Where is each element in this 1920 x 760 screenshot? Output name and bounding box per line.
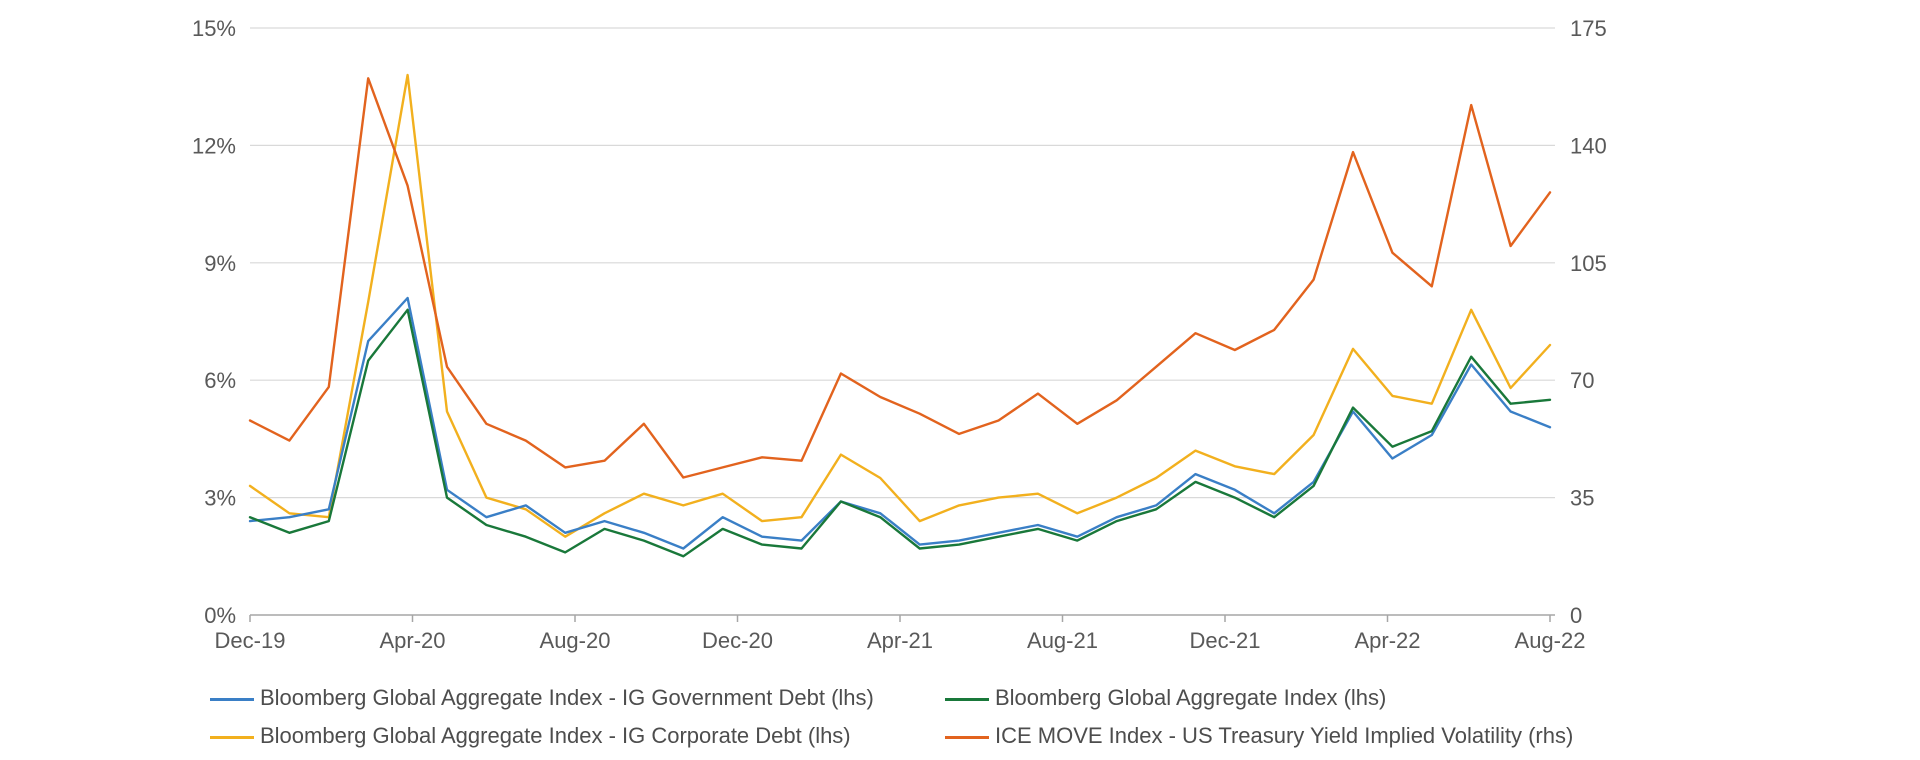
- x-tick-label: Apr-21: [867, 628, 933, 653]
- legend-item-ig-government: Bloomberg Global Aggregate Index - IG Go…: [210, 683, 874, 713]
- legend-swatch: [210, 735, 254, 739]
- y-left-tick-label: 3%: [204, 486, 236, 511]
- legend-label: Bloomberg Global Aggregate Index (lhs): [995, 685, 1387, 710]
- series-line-0: [248, 296, 1552, 550]
- legend-item-ig-corporate: Bloomberg Global Aggregate Index - IG Co…: [210, 721, 851, 751]
- gridlines: [250, 27, 1555, 499]
- series-line-3: [248, 77, 1552, 479]
- y-right-tick-label: 0: [1570, 603, 1582, 628]
- x-tick-label: Apr-20: [379, 628, 445, 653]
- legend-swatch: [945, 697, 989, 701]
- x-tick-label: Aug-20: [540, 628, 611, 653]
- legend-swatch: [945, 735, 989, 739]
- series-line-1: [248, 308, 1552, 558]
- legend-label: ICE MOVE Index - US Treasury Yield Impli…: [995, 723, 1574, 748]
- y-right-tick-label: 105: [1570, 251, 1607, 276]
- y-left-tick-label: 9%: [204, 251, 236, 276]
- y-left-tick-label: 6%: [204, 368, 236, 393]
- y-right-tick-label: 175: [1570, 16, 1607, 41]
- x-tick-label: Dec-19: [215, 628, 286, 653]
- legend-label: Bloomberg Global Aggregate Index - IG Go…: [260, 685, 874, 710]
- series-line-2: [248, 73, 1552, 538]
- y-left-tick-label: 0%: [204, 603, 236, 628]
- y-right-tick-label: 70: [1570, 368, 1594, 393]
- y-right-tick-label: 140: [1570, 133, 1607, 158]
- legend-swatch: [210, 697, 254, 701]
- x-tick-label: Aug-22: [1515, 628, 1586, 653]
- legend-item-global-aggregate: Bloomberg Global Aggregate Index (lhs): [945, 683, 1386, 713]
- y-right-tick-label: 35: [1570, 486, 1594, 511]
- x-tick-label: Dec-20: [702, 628, 773, 653]
- y-left-tick-label: 12%: [192, 133, 236, 158]
- axes: 0% 0 3% 35 6% 70 9% 105 12% 140 15% 175 Dec-19 Apr-20…: [192, 16, 1607, 653]
- x-tick-label: Apr-22: [1354, 628, 1420, 653]
- x-tick-label: Aug-21: [1027, 628, 1098, 653]
- series-lines: [248, 73, 1552, 558]
- legend-label: Bloomberg Global Aggregate Index - IG Co…: [260, 723, 851, 748]
- y-left-tick-label: 15%: [192, 16, 236, 41]
- x-tick-label: Dec-21: [1190, 628, 1261, 653]
- legend-item-ice-move: ICE MOVE Index - US Treasury Yield Impli…: [945, 721, 1573, 751]
